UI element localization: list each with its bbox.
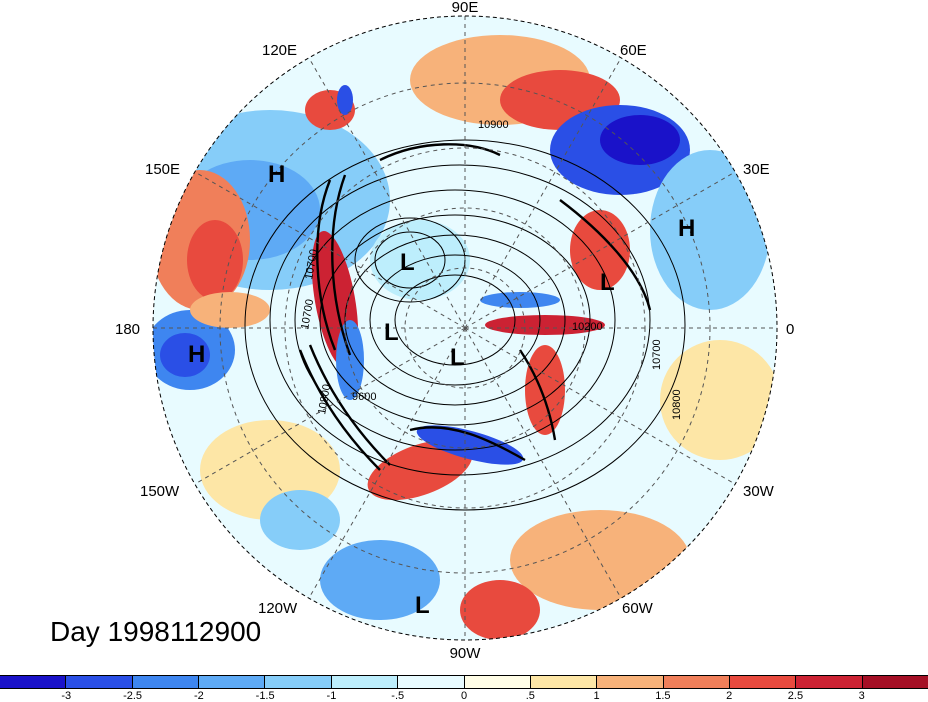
map-boundary (152, 15, 778, 641)
colorbar-swatch (132, 676, 200, 688)
colorbar-swatch (796, 676, 863, 688)
graticule (153, 16, 777, 640)
colorbar-swatch (0, 676, 67, 688)
contour-label: 10900 (478, 119, 509, 131)
lon-label-90w: 90W (450, 645, 482, 662)
pressure-marker: L (400, 249, 415, 276)
colorbar-tick-label: .5 (525, 690, 535, 702)
lon-label-30e: 30E (743, 161, 770, 178)
lon-label-150e: 150E (145, 161, 180, 178)
lon-label-60e: 60E (620, 42, 647, 59)
colorbar-tick-label: -.5 (391, 690, 405, 702)
colorbar-tick-label: 2.5 (787, 690, 804, 702)
lon-label-120w: 120W (258, 600, 298, 617)
lon-label-0: 0 (786, 321, 794, 338)
colorbar-tick-label: 3 (858, 690, 865, 702)
colorbar-swatch (199, 676, 266, 688)
pressure-marker: H (268, 161, 285, 188)
colorbar-tick-label: 0 (460, 690, 468, 702)
contour-label: 10700 (299, 298, 316, 330)
contour-label: 10800 (316, 383, 333, 415)
colorbar-tick-label: 2 (726, 690, 733, 702)
colorbar-swatch (597, 676, 664, 688)
contour-label: 10200 (572, 321, 603, 333)
lon-label-30w: 30W (743, 483, 775, 500)
lon-label-90e: 90E (452, 0, 479, 16)
colorbar-swatch (331, 676, 399, 688)
pressure-marker: L (384, 319, 399, 346)
pressure-marker: L (415, 592, 430, 619)
jet-contours (298, 143, 652, 471)
colorbar-tick-label: -1 (326, 690, 337, 702)
colorbar-swatch (862, 676, 928, 688)
colorbar-swatch (530, 676, 598, 688)
lon-label-60w: 60W (622, 600, 654, 617)
colorbar-tick-labels: -3 -2.5 -2 -1.5 -1 -.5 0 .5 1 1.5 2 2.5 3 (0, 690, 928, 702)
lon-label-120e: 120E (262, 42, 297, 59)
contour-label: 9600 (352, 391, 376, 403)
contour-label: 10800 (671, 389, 683, 420)
colorbar-tick-label: -3 (61, 690, 72, 702)
colorbar-tick-label: -1.5 (255, 690, 275, 702)
colorbar-tick-label: 1.5 (655, 690, 671, 702)
contour-label: 10700 (303, 248, 320, 280)
contour-label: 10700 (651, 339, 663, 370)
colorbar-tick-label: -2 (193, 690, 204, 702)
colorbar-swatch (265, 676, 332, 688)
pressure-marker: H (188, 341, 205, 368)
lon-label-150w: 150W (140, 483, 180, 500)
colorbar-tick-label: -2.5 (123, 690, 143, 702)
colorbar-swatch (729, 676, 797, 688)
colorbar-swatch (464, 676, 531, 688)
colorbar (0, 675, 928, 689)
colorbar-swatch (66, 676, 133, 688)
pressure-marker: L (450, 344, 465, 371)
lon-label-180: 180 (115, 321, 140, 338)
pressure-marker: L (600, 269, 615, 296)
colorbar-tick-label: 1 (593, 690, 600, 702)
colorbar-swatch (398, 676, 465, 688)
pressure-marker: H (678, 215, 695, 242)
colorbar-swatch (663, 676, 730, 688)
day-label: Day 1998112900 (50, 616, 262, 647)
